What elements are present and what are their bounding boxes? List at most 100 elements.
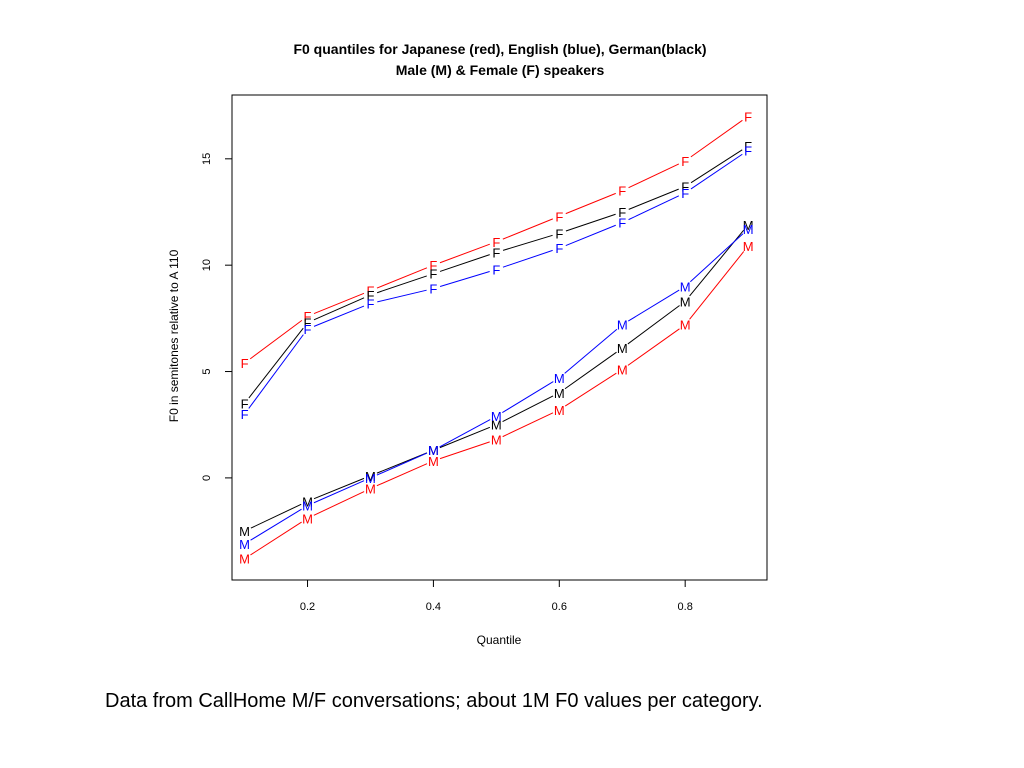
series-line-segment [313,480,365,504]
chart-title: F0 quantiles for Japanese (red), English… [293,41,706,57]
series-line-segment [248,334,304,409]
data-point-marker: M [239,524,250,539]
series-line-segment [564,372,617,407]
data-point-marker: M [365,471,376,486]
series-line-segment [313,292,365,315]
data-point-marker: F [366,296,374,311]
caption: Data from CallHome M/F conversations; ab… [105,690,763,712]
series-line-segment [690,149,743,184]
data-point-marker: F [744,143,752,158]
series-line-segment [439,426,491,449]
series-line-segment [376,452,428,476]
data-point-marker: M [428,443,439,458]
data-point-marker: F [618,184,626,199]
data-point-marker: M [239,537,250,552]
data-point-marker: M [239,552,250,567]
series-line-segment [690,119,743,158]
data-point-marker: F [241,356,249,371]
series-line-segment [690,153,743,190]
series-line-segment [627,328,680,366]
series-line-segment [439,419,491,448]
y-tick-label: 0 [201,475,213,481]
data-point-marker: M [743,218,754,233]
series-line-segment [250,508,302,541]
data-point-marker: F [555,226,563,241]
series-line-segment [627,305,680,345]
series-line-segment [376,275,427,294]
data-point-marker: M [617,362,628,377]
data-point-marker: M [302,511,313,526]
x-axis-label: Quantile [477,633,522,647]
x-tick-label: 0.4 [426,601,441,613]
data-point-marker: F [492,235,500,250]
series-line-segment [502,412,554,438]
data-point-marker: M [680,279,691,294]
series-line-segment [313,491,365,516]
data-point-marker: M [491,418,502,433]
data-point-marker: F [492,262,500,277]
data-point-marker: F [241,396,249,411]
data-point-marker: F [366,284,374,299]
series-line-segment [439,243,490,264]
series-line-segment [439,270,490,288]
series-line-segment [564,328,618,374]
series-layer: FFFFFFFFFFFFFFFFFFFFFFFFFFFMMMMMMMMMMMMM… [239,109,753,566]
data-point-marker: F [681,154,689,169]
series-line-segment [565,213,616,232]
series-line-segment [565,192,616,215]
series-line-segment [439,254,490,272]
x-tick-label: 0.8 [678,601,693,613]
series-line-segment [439,441,490,460]
series-line-segment [502,218,553,240]
data-point-marker: M [554,386,565,401]
series-line-segment [628,195,680,221]
series-line-segment [376,267,428,289]
series-line-segment [628,188,679,210]
series-line-segment [248,327,304,399]
data-point-marker: M [554,371,565,386]
data-point-marker: F [429,267,437,282]
data-point-marker: F [744,109,752,124]
series-line-segment [249,320,303,360]
data-point-marker: M [617,341,628,356]
data-point-marker: M [680,294,691,309]
data-point-marker: F [555,209,563,224]
series-line-segment [313,477,365,500]
data-point-marker: F [555,241,563,256]
y-axis-label: F0 in semitones relative to A 110 [167,249,181,422]
y-tick-label: 5 [201,368,213,374]
data-point-marker: F [618,205,626,220]
data-point-marker: M [743,239,754,254]
chart: F0 quantiles for Japanese (red), English… [167,41,768,647]
series-line-segment [564,351,617,390]
data-point-marker: F [618,216,626,231]
data-point-marker: M [680,318,691,333]
data-point-marker: M [491,433,502,448]
data-point-marker: F [681,186,689,201]
data-point-marker: F [492,245,500,260]
data-point-marker: M [743,222,754,237]
data-point-marker: F [241,407,249,422]
data-point-marker: F [304,316,312,331]
data-point-marker: M [428,454,439,469]
data-point-marker: M [491,409,502,424]
series-line-segment [250,503,302,529]
x-tick-label: 0.2 [300,601,315,613]
series-line-segment [502,249,553,268]
series-line-segment [565,224,616,246]
series-line-segment [502,381,554,413]
data-point-marker: F [744,139,752,154]
data-point-marker: M [302,499,313,514]
data-point-marker: F [304,322,312,337]
data-point-marker: M [428,443,439,458]
data-point-marker: F [304,309,312,324]
series-line-segment [628,163,680,189]
plot-frame [231,94,768,581]
